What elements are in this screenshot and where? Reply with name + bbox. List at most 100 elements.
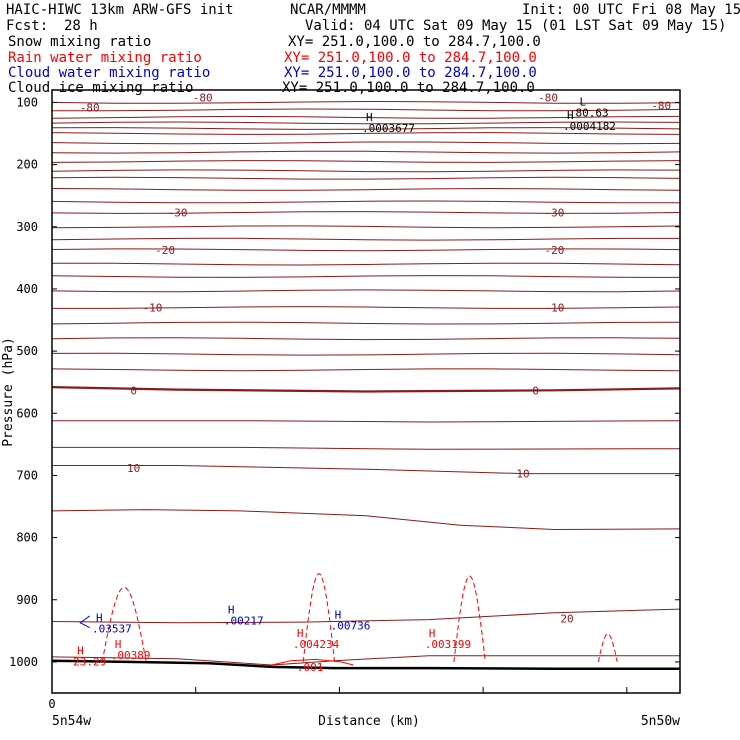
extremum-value: .0003677 [362, 122, 415, 135]
contour-label: -80 [80, 101, 100, 114]
extremum-value: 23.29 [73, 655, 106, 668]
contour-label: 0 [130, 384, 137, 397]
contour-labels: -80 -80 -80 -80 -30 -30 -20 -20 -10 -10 0 0 10 10 20 .0… [80, 91, 671, 673]
contour-label: 10 [127, 462, 140, 475]
chart-title: HAIC-HIWC 13km ARW-GFS init [6, 2, 234, 18]
contour-label: -30 [544, 206, 564, 219]
theta-contour-line [51, 141, 681, 145]
x-end-label-right: 5n50w [641, 714, 680, 729]
forecast-label: Fcst: [6, 18, 49, 34]
contour-label: -80 [651, 100, 671, 113]
y-tick-label: 300 [16, 220, 38, 234]
theta-contour-line [52, 420, 681, 423]
terrain-line [51, 659, 680, 671]
y-tick-label: 100 [16, 95, 38, 109]
theta-contour-line [51, 289, 681, 293]
y-tick-label: 1000 [9, 655, 38, 669]
theta-contour-line [51, 262, 681, 266]
theta-contour-line [51, 237, 680, 241]
y-axis-label: Pressure (hPa) [1, 337, 16, 447]
extremum-value: .03537 [92, 623, 132, 636]
extremum-value: .00389 [111, 649, 151, 662]
extremum-symbol: H [335, 608, 342, 621]
init-time: Init: 00 UTC Fri 08 May 15 [522, 2, 740, 18]
theta-contour-line [51, 225, 681, 229]
theta-contour-line [51, 100, 681, 104]
theta-contour-line [51, 160, 681, 163]
contour-label: .001 [297, 661, 324, 674]
extremum-symbol: H [297, 627, 304, 640]
rain-contour-line [271, 658, 354, 666]
contour-label: -20 [155, 244, 175, 257]
field-name-rain: Rain water mixing ratio [8, 50, 202, 66]
extremum-symbol: H [115, 638, 122, 651]
theta-contour-line [51, 211, 681, 214]
x-tick-label-0: 0 [48, 697, 55, 711]
theta-contour-line [51, 150, 681, 154]
theta-contour-line [51, 275, 681, 278]
extremum-symbol: L [580, 96, 587, 109]
theta-contour-line [52, 446, 681, 450]
field-xy-cloud-water: XY= 251.0,100.0 to 284.7,100.0 [284, 65, 537, 81]
x-axis-label: Distance (km) [318, 714, 420, 729]
rain-contours [101, 572, 618, 666]
theta-contour-line [51, 368, 681, 372]
theta-contour-line [51, 386, 681, 393]
theta-contour-line [51, 115, 681, 119]
extremum-symbol: H [429, 627, 436, 640]
contour-label: -20 [544, 244, 564, 257]
rain-contour-line [453, 575, 486, 662]
extremum-value: 80.63 [576, 107, 609, 120]
extremum-value: .00217 [224, 614, 264, 627]
field-name-snow: Snow mixing ratio [8, 34, 152, 50]
extremum-symbol: H [77, 644, 84, 657]
x-axis [51, 687, 628, 693]
theta-contour-line [51, 352, 681, 356]
extremum-symbol: H [228, 603, 235, 616]
rain-contour-line [101, 586, 147, 662]
rain-contour-line [302, 572, 336, 662]
y-tick-label: 700 [16, 468, 38, 482]
theta-contour-line [51, 176, 681, 180]
contour-label: 0 [532, 384, 539, 397]
theta-contour-line [51, 121, 681, 125]
theta-contour-line [51, 509, 681, 531]
theta-contour-line [51, 608, 681, 624]
contour-label: -80 [538, 91, 558, 104]
contour-label: -80 [193, 91, 213, 104]
y-tick-label: 400 [16, 282, 38, 296]
field-xy-cloud-ice: XY= 251.0,100.0 to 284.7,100.0 [282, 80, 535, 96]
theta-contour-line [51, 200, 681, 204]
extremum-symbol: H [96, 612, 103, 625]
forecast-hour: 28 h [64, 18, 98, 34]
y-tick-label: 500 [16, 344, 38, 358]
theta-contour-line [52, 465, 680, 475]
organization-label: NCAR/MMMM [290, 2, 366, 18]
y-tick-label: 200 [16, 158, 38, 172]
y-tick-label: 600 [16, 406, 38, 420]
field-name-cloud-ice: Cloud ice mixing ratio [8, 80, 194, 96]
contour-label: -10 [143, 302, 163, 315]
extremum-symbol: H [567, 109, 574, 122]
field-name-cloud-water: Cloud water mixing ratio [8, 65, 211, 81]
contour-label: 10 [516, 468, 529, 481]
x-end-label-left: 5n54w [52, 714, 91, 729]
theta-contour-line [51, 337, 681, 341]
theta-contours [51, 100, 681, 666]
extremum-value: .00736 [331, 619, 371, 632]
contour-label: 20 [560, 612, 573, 625]
field-xy-rain: XY= 251.0,100.0 to 284.7,100.0 [284, 50, 537, 66]
contour-label: -10 [544, 302, 564, 315]
valid-time: Valid: 04 UTC Sat 09 May 15 (01 LST Sat … [305, 18, 727, 34]
theta-contour-line [51, 321, 681, 325]
extremum-symbol: H [366, 111, 373, 124]
cloud-water-contours [79, 615, 90, 629]
extremum-value: .003199 [425, 638, 471, 651]
theta-contour-line [51, 132, 681, 135]
contour-label: -30 [168, 206, 188, 219]
y-tick-label: 800 [16, 531, 38, 545]
rain-contour-line [597, 633, 618, 663]
